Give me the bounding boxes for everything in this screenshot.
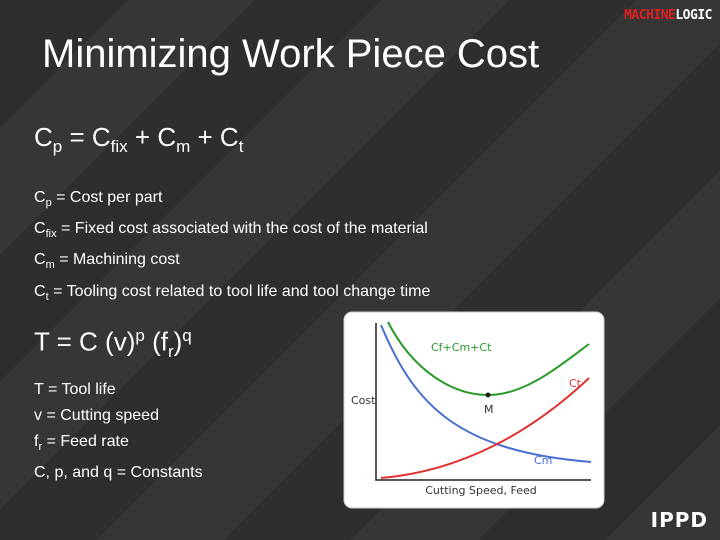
definition-symbol: C bbox=[34, 189, 46, 206]
definition-symbol: v bbox=[34, 407, 42, 424]
minimum-label: M bbox=[484, 403, 494, 416]
definition: Ct = Tooling cost related to tool life a… bbox=[34, 279, 430, 310]
definition-text: = Cost per part bbox=[56, 189, 163, 206]
definition-list: Cp = Cost per part Cfix = Fixed cost asso… bbox=[34, 185, 430, 310]
definition-symbol: C bbox=[34, 220, 46, 238]
definition-text: = Machining cost bbox=[59, 251, 180, 269]
minimum-point bbox=[485, 392, 491, 398]
definition-text: = Fixed cost associated with the cost of… bbox=[61, 220, 428, 238]
definition-symbol: C bbox=[34, 282, 46, 300]
definition: fr = Feed rate bbox=[34, 429, 203, 460]
definition: v = Cutting speed bbox=[34, 403, 203, 429]
curve-label: Cm bbox=[534, 454, 552, 467]
definition-list: T = Tool life v = Cutting speed fr = Feed … bbox=[34, 377, 203, 486]
formula: Cp = Cfix + Cm + Ct bbox=[34, 122, 243, 157]
definition-symbol: f bbox=[34, 433, 39, 450]
definition-subscript: r bbox=[38, 441, 43, 454]
formula-part: + C bbox=[197, 122, 239, 152]
formula-part: ) bbox=[173, 326, 183, 357]
definition: T = Tool life bbox=[34, 377, 203, 403]
formula-superscript: q bbox=[182, 326, 192, 345]
formula-subscript: r bbox=[167, 341, 174, 361]
definition: Cp = Cost per part bbox=[34, 185, 430, 216]
x-axis-label: Cutting Speed, Feed bbox=[425, 484, 537, 497]
formula-superscript: p bbox=[135, 326, 145, 345]
footer-logo: IPPD bbox=[650, 508, 708, 532]
formula-part: T = C (v) bbox=[34, 326, 136, 357]
formula-part: + C bbox=[134, 122, 177, 152]
title: Minimizing Work Piece Cost bbox=[42, 32, 540, 76]
definition-symbol: T bbox=[34, 381, 44, 398]
definition-text: = Cutting speed bbox=[46, 407, 159, 424]
definition: Cfix = Fixed cost associated with the co… bbox=[34, 216, 430, 247]
formula: T = C (v)p (fr)q bbox=[34, 326, 192, 362]
curve-label: Cf+Cm+Ct bbox=[431, 341, 492, 354]
curve-label: Ct bbox=[569, 377, 582, 390]
definition-subscript: p bbox=[45, 197, 52, 210]
formula-subscript: t bbox=[238, 137, 244, 157]
cost-diagram: Cost Cutting Speed, Feed Cf+Cm+Ct Ct Cm … bbox=[343, 311, 605, 509]
y-axis-label: Cost bbox=[351, 394, 376, 407]
formula-subscript: p bbox=[52, 137, 63, 157]
axes bbox=[375, 323, 591, 481]
tooling-curve bbox=[380, 377, 590, 479]
definition-text: = Tool life bbox=[47, 381, 116, 398]
formula-part: C bbox=[34, 122, 53, 152]
formula-subscript: m bbox=[176, 137, 191, 157]
definition-symbol: C bbox=[34, 251, 46, 269]
definition-symbol: C, p, and q bbox=[34, 464, 113, 482]
definition-subscript: m bbox=[45, 259, 55, 272]
logo-part: MACHINE bbox=[624, 8, 676, 23]
definition-subscript: fix bbox=[45, 228, 57, 241]
definition: Cm = Machining cost bbox=[34, 247, 430, 278]
definition-text: = Feed rate bbox=[46, 433, 129, 450]
definition: C, p, and q = Constants bbox=[34, 460, 203, 486]
formula-part: = C bbox=[69, 122, 111, 152]
machining-curve bbox=[380, 324, 592, 463]
brand-logo: MACHINELOGIC bbox=[624, 8, 712, 23]
logo-part: LOGIC bbox=[675, 8, 712, 23]
definition-text: = Constants bbox=[116, 464, 203, 482]
formula-part: (f bbox=[152, 326, 168, 357]
definition-subscript: t bbox=[45, 290, 49, 303]
formula-subscript: fix bbox=[110, 137, 128, 157]
definition-text: = Tooling cost related to tool life and … bbox=[53, 282, 431, 300]
diagram-background bbox=[343, 311, 605, 509]
